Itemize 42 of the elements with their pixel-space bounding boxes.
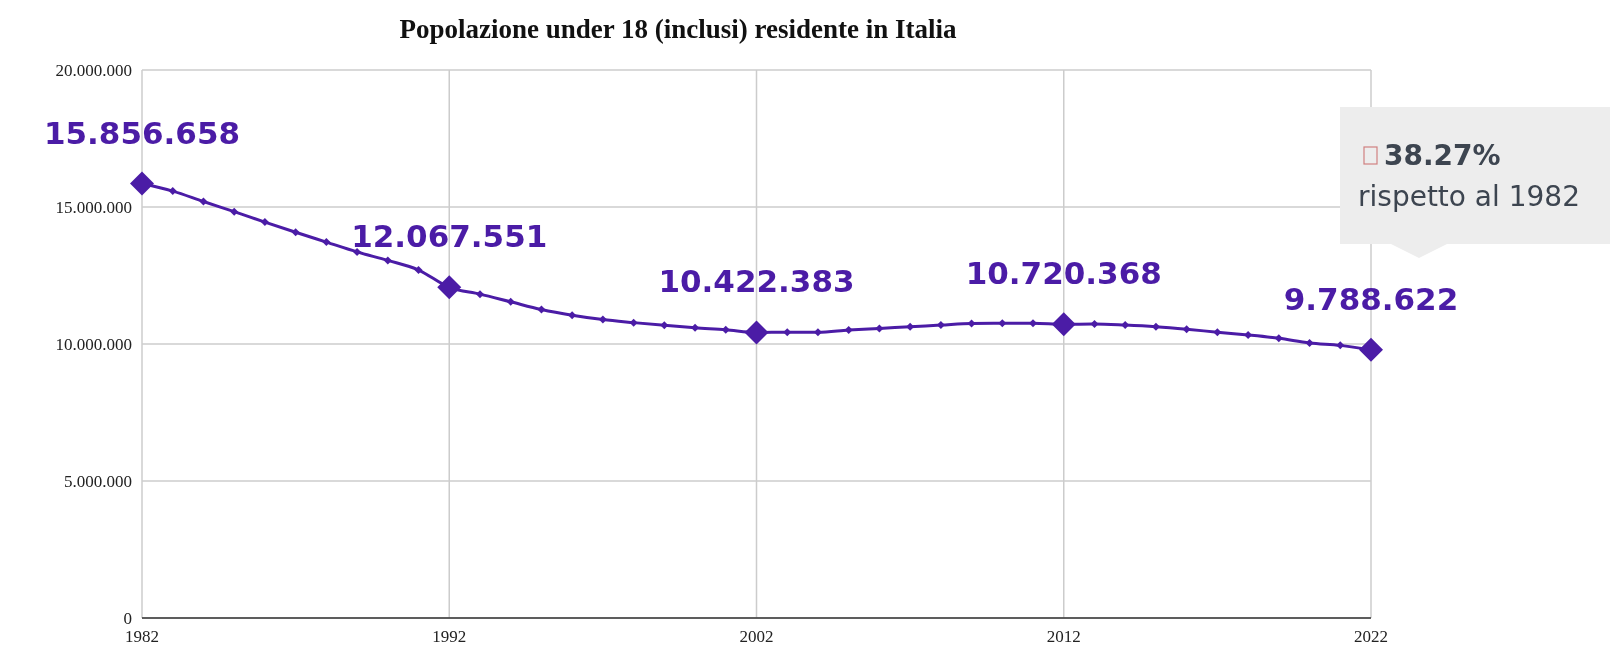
y-tick-label: 20.000.000	[55, 60, 132, 80]
point	[506, 297, 515, 306]
x-tick-label: 1992	[432, 627, 467, 646]
point	[568, 311, 577, 320]
x-tick-label: 1982	[125, 627, 159, 646]
point	[414, 266, 423, 275]
point	[598, 315, 607, 324]
point	[230, 207, 239, 216]
point	[1336, 341, 1345, 350]
data-label: 10.720.368	[965, 255, 1162, 292]
point	[1182, 325, 1191, 334]
point	[199, 197, 208, 206]
point	[475, 290, 484, 299]
point	[383, 256, 392, 265]
point	[691, 323, 700, 332]
y-tick-label: 15.000.000	[55, 197, 132, 217]
point	[844, 326, 853, 335]
point	[322, 238, 331, 247]
point	[875, 324, 884, 333]
x-tick-label: 2022	[1354, 627, 1388, 646]
y-tick-label: 5.000.000	[64, 471, 132, 491]
point	[1090, 320, 1099, 328]
point	[168, 187, 177, 196]
data-label: 15.856.658	[43, 114, 241, 151]
x-tick-label: 2002	[739, 627, 774, 646]
point	[353, 247, 362, 256]
data-label: 12.067.551	[351, 218, 548, 255]
point	[783, 328, 792, 337]
data-label: 10.422.383	[658, 263, 855, 300]
annotation: rispetto al 1982	[1358, 180, 1580, 213]
point	[291, 228, 300, 237]
y-tick-label: 10.000.000	[55, 334, 132, 354]
point	[1305, 338, 1314, 347]
chart-title: Popolazione under 18 (inclusi) residente in Italia	[399, 14, 958, 44]
y-tick-label: 0	[123, 608, 132, 628]
point	[1274, 334, 1283, 343]
x-tick-label: 2012	[1046, 627, 1081, 646]
text: 38.27%	[1384, 139, 1501, 172]
point	[998, 319, 1007, 328]
data-label: 9.788.622	[1283, 280, 1459, 317]
point	[537, 305, 546, 314]
point	[260, 218, 269, 227]
